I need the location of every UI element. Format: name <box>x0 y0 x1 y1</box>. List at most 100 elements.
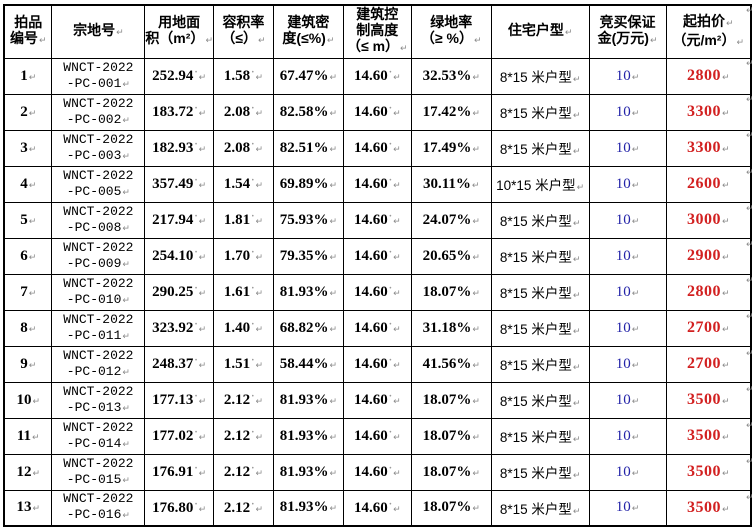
cell-height-limit: 14.60·↵ <box>342 273 412 311</box>
space-mark: · <box>251 498 255 510</box>
cell-plot-ratio: 1.40·↵ <box>212 309 274 347</box>
cell-value: 14.60 <box>353 356 388 372</box>
parcel-code-line2: -PC-016 <box>66 507 122 523</box>
cell-green-ratio: 18.07%↵ <box>410 453 492 491</box>
line-break-mark: ↵ <box>32 504 40 515</box>
cell-value: 69.89% <box>279 175 329 192</box>
row-end-mark: ↵ <box>746 167 752 178</box>
header-text: 建筑控 <box>356 6 399 23</box>
header-text: 绿地率 <box>430 14 473 31</box>
cell-value: 3000 <box>686 211 721 228</box>
line-break-mark: ↵ <box>393 217 401 227</box>
cell-value: 18.07% <box>422 463 472 480</box>
cell-value: 17.42% <box>422 103 472 120</box>
cell-parcel-number: WNCT-2022 -PC-012↵ <box>51 345 146 383</box>
land-auction-table: 拍品 编号↵ 宗地号↵ 用地面 积（m²）↵ 容积率 （≤）↵ 建筑密 度(≤%)↵ 建筑控 制高度… <box>3 4 752 527</box>
cell-land-area: 217.94·↵ <box>144 201 214 239</box>
cell-value: 20.65% <box>422 247 472 264</box>
line-break-mark: ↵ <box>329 180 337 191</box>
space-mark: · <box>251 463 255 474</box>
row-end-mark: ↵ <box>746 131 752 142</box>
cell-parcel-number: WNCT-2022 -PC-009↵ <box>51 237 146 275</box>
parcel-code-line2: -PC-003 <box>66 147 122 163</box>
cell-building-density: 82.58%↵ <box>272 93 344 131</box>
line-break-mark: ↵ <box>721 181 730 191</box>
cell-value: 182.93 <box>152 140 194 156</box>
line-break-mark: ↵ <box>393 325 401 335</box>
row-end-mark: ↵ <box>746 59 752 69</box>
row-end-mark: ↵ <box>746 421 752 431</box>
space-mark: · <box>194 355 198 366</box>
line-break-mark: ↵ <box>198 325 207 335</box>
line-break-mark: ↵ <box>198 361 207 371</box>
header-text: 拍品 <box>14 14 43 31</box>
parcel-code-line2: -PC-013 <box>66 399 122 415</box>
cell-unit-type: 8*15 米户型↵ <box>490 417 590 455</box>
cell-value: 14.60 <box>353 284 388 300</box>
cell-land-area: 252.94·↵ <box>144 57 214 95</box>
line-break-mark: ↵ <box>721 361 730 371</box>
parcel-code-line2: -PC-014 <box>66 435 122 451</box>
line-break-mark: ↵ <box>28 288 37 299</box>
cell-value: 1.61 <box>223 284 251 300</box>
space-mark: · <box>251 175 255 186</box>
cell-value: 14.60 <box>353 176 388 192</box>
cell-height-limit: 14.60·↵ <box>342 489 412 527</box>
cell-value: 14.60 <box>353 428 388 444</box>
cell-value: 1.54 <box>223 176 251 192</box>
line-break-mark: ↵ <box>721 397 730 407</box>
cell-value: 10 <box>615 355 631 372</box>
line-break-mark: ↵ <box>564 28 573 39</box>
cell-green-ratio: 32.53%↵ <box>410 57 492 95</box>
cell-height-limit: 14.60·↵ <box>342 237 412 275</box>
cell-lot-number: 2↵ <box>3 93 53 131</box>
cell-value: 10 <box>615 463 631 480</box>
line-break-mark: ↵ <box>572 327 581 337</box>
header-text: 编号 <box>9 30 38 47</box>
line-break-mark: ↵ <box>393 145 401 155</box>
space-mark: · <box>194 283 198 294</box>
line-break-mark: ↵ <box>393 433 401 443</box>
cell-start-price: 2700↵ <box>665 309 752 347</box>
line-break-mark: ↵ <box>472 216 480 227</box>
line-break-mark: ↵ <box>329 72 337 83</box>
cell-parcel-number: WNCT-2022 -PC-005↵ <box>51 165 146 203</box>
cell-value: 357.49 <box>152 176 194 192</box>
table-row: 9↵ WNCT-2022 -PC-012↵ 248.37·↵ 1.51·↵ 58.44%↵… <box>3 345 752 383</box>
cell-height-limit: 14.60·↵ <box>342 201 412 239</box>
table-row: 6↵ WNCT-2022 -PC-009↵ 254.10·↵ 1.70·↵ 79.35%↵… <box>3 237 752 275</box>
line-break-mark: ↵ <box>393 397 401 407</box>
cell-height-limit: 14.60·↵ <box>342 165 412 203</box>
cell-deposit: 10↵ <box>588 165 667 203</box>
cell-value: 3500 <box>686 391 721 408</box>
table-row: 2↵ WNCT-2022 -PC-002↵ 183.72·↵ 2.08·↵ 82.58%↵… <box>3 93 752 131</box>
cell-start-price: 3000↵ <box>665 201 752 239</box>
parcel-code-line2: -PC-001 <box>66 75 122 91</box>
line-break-mark: ↵ <box>122 439 130 450</box>
line-break-mark: ↵ <box>572 435 581 445</box>
line-break-mark: ↵ <box>721 325 730 335</box>
line-break-mark: ↵ <box>198 181 207 191</box>
cell-value: 82.51% <box>279 139 329 156</box>
space-mark: · <box>251 247 255 258</box>
line-break-mark: ↵ <box>326 36 335 47</box>
cell-green-ratio: 24.07%↵ <box>410 201 492 239</box>
space-mark: · <box>194 211 198 222</box>
line-break-mark: ↵ <box>721 433 730 443</box>
parcel-code-line1: WNCT-2022 <box>63 311 134 327</box>
cell-value: 2 <box>20 103 28 120</box>
line-break-mark: ↵ <box>472 360 480 371</box>
line-break-mark: ↵ <box>122 475 130 486</box>
cell-value: 8*15 米户型 <box>499 466 572 481</box>
cell-deposit: 10↵ <box>588 57 667 95</box>
cell-parcel-number: WNCT-2022 -PC-008↵ <box>51 201 146 239</box>
line-break-mark: ↵ <box>255 325 263 335</box>
line-break-mark: ↵ <box>122 79 130 90</box>
cell-value: 8*15 米户型 <box>499 394 572 409</box>
table-row: 8↵ WNCT-2022 -PC-011↵ 323.92·↵ 1.40·↵ 68.82%↵… <box>3 309 752 347</box>
line-break-mark: ↵ <box>721 469 730 479</box>
cell-value: 2.12 <box>223 464 251 480</box>
cell-value: 3500 <box>686 498 721 516</box>
line-break-mark: ↵ <box>255 109 263 119</box>
space-mark: · <box>251 391 255 402</box>
